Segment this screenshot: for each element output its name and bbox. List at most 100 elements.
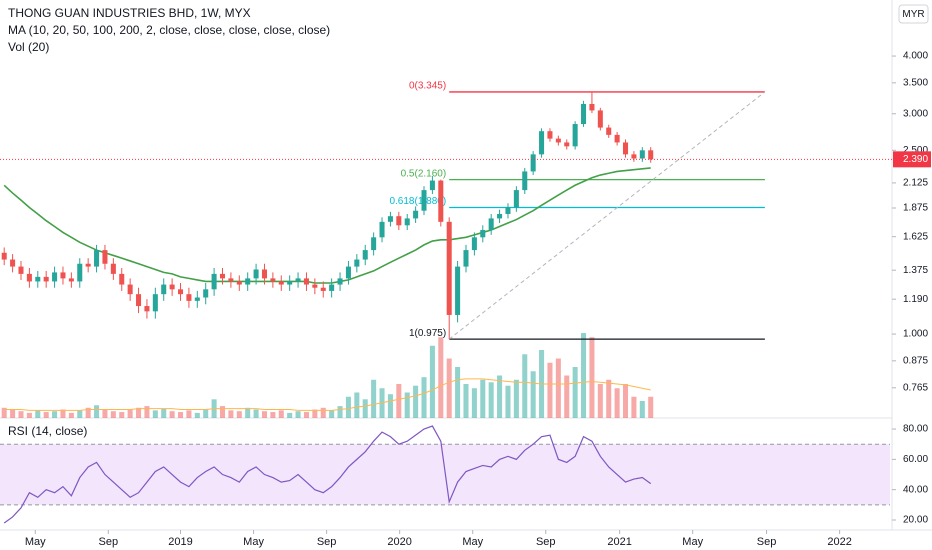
volume-bar — [228, 410, 234, 418]
candle-body — [43, 276, 49, 282]
candle-body — [144, 306, 150, 312]
x-tick-label: Sep — [99, 536, 119, 548]
volume-bar — [136, 407, 142, 418]
vol-label: Vol (20) — [8, 40, 49, 54]
candle-body — [35, 276, 41, 282]
fib-label: 0(3.345) — [409, 81, 446, 92]
plot: May Sep 2019 May Sep 2020 May Sep 2021 May Sep 2022… — [0, 51, 931, 548]
last-price-box — [893, 151, 931, 168]
candle-body — [287, 281, 293, 285]
volume-bar — [413, 385, 419, 418]
x-tick-label: Sep — [536, 536, 556, 548]
volume-bar — [312, 409, 318, 418]
volume-bar — [505, 385, 511, 418]
volume-bar — [522, 354, 528, 418]
volume-bar — [614, 388, 620, 418]
volume-bar — [471, 388, 477, 418]
volume-bar — [513, 379, 519, 418]
volume-bar — [219, 406, 226, 418]
candle-body — [278, 281, 284, 285]
volume-bar — [144, 406, 150, 418]
candle-body — [581, 103, 587, 125]
rsi-label: RSI (14, close) — [8, 424, 87, 438]
y-tick-label: 4.000 — [903, 51, 928, 62]
candle-body — [345, 266, 351, 279]
candle-body — [564, 142, 570, 147]
candle-body — [337, 278, 343, 285]
candle-body — [236, 281, 242, 285]
volume-bar — [329, 410, 335, 418]
volume-bar — [631, 396, 637, 418]
volume-bar — [572, 367, 578, 418]
volume-bar — [178, 412, 184, 418]
volume-bar — [555, 358, 561, 418]
candle-body — [354, 259, 360, 267]
candle-body — [597, 110, 603, 128]
moving-average — [3, 167, 651, 284]
x-tick-label: 2019 — [168, 536, 192, 548]
candle-body — [480, 230, 486, 238]
volume-bar — [530, 371, 536, 418]
volume-bar — [589, 337, 595, 418]
volume-bar — [110, 411, 116, 418]
volume-bar — [438, 337, 444, 418]
volume-bar — [186, 410, 192, 418]
candle-body — [169, 284, 175, 290]
candle-body — [623, 142, 629, 155]
candle-body — [329, 284, 335, 291]
candle-body — [404, 218, 410, 226]
volume-bar — [362, 399, 368, 418]
x-tick-label: May — [25, 536, 46, 548]
volume-bar — [606, 379, 612, 418]
candle-body — [68, 278, 74, 282]
candle-body — [110, 263, 116, 274]
candle-body — [648, 150, 654, 160]
x-tick-label: 2021 — [607, 536, 631, 548]
candle-body — [471, 237, 477, 251]
candle-body — [10, 259, 16, 267]
volume-bar — [43, 412, 49, 418]
y-tick-label: 1.000 — [903, 329, 928, 340]
candle-body — [1, 252, 7, 260]
candle-body — [497, 213, 503, 219]
candle-body — [379, 221, 385, 238]
volume-bar — [371, 379, 377, 418]
candle-body — [203, 289, 209, 298]
candle-body — [228, 278, 234, 282]
volume-bar — [119, 412, 125, 418]
candle-body — [219, 273, 226, 279]
volume-bar — [421, 377, 427, 418]
volume-bar — [77, 410, 83, 418]
currency-box[interactable] — [898, 4, 929, 24]
x-tick-label: Sep — [757, 536, 777, 548]
volume-bar — [102, 409, 108, 418]
rsi-line — [3, 425, 652, 524]
candle-body — [539, 131, 545, 155]
candle-body — [152, 294, 158, 312]
candle-body — [530, 154, 536, 172]
volume-bar — [480, 379, 486, 418]
volume-bar — [354, 392, 360, 418]
candle-body — [270, 278, 276, 282]
y-tick-label: 2.125 — [903, 178, 928, 189]
y-tick-label: 0.875 — [903, 355, 928, 366]
candle-body — [555, 138, 561, 143]
y-tick-label: 2.500 — [903, 145, 928, 156]
candle-body — [194, 297, 200, 301]
volume-bar — [10, 409, 16, 418]
y-tick-label: 1.625 — [903, 231, 928, 242]
volume-bar — [52, 411, 58, 418]
volume-bar — [26, 412, 32, 418]
volume-bar — [261, 411, 267, 418]
candle-body — [505, 207, 511, 214]
last-price-label: 2.390 — [903, 154, 928, 165]
y-tick-label: 20.00 — [903, 515, 928, 526]
volume-bar — [429, 345, 435, 418]
y-tick-label: 3.000 — [903, 108, 928, 119]
volume-bar — [295, 411, 301, 418]
candle-body — [303, 278, 309, 285]
volume-bar — [127, 409, 133, 418]
volume-bar — [203, 409, 209, 418]
y-tick-label: 60.00 — [903, 454, 928, 465]
